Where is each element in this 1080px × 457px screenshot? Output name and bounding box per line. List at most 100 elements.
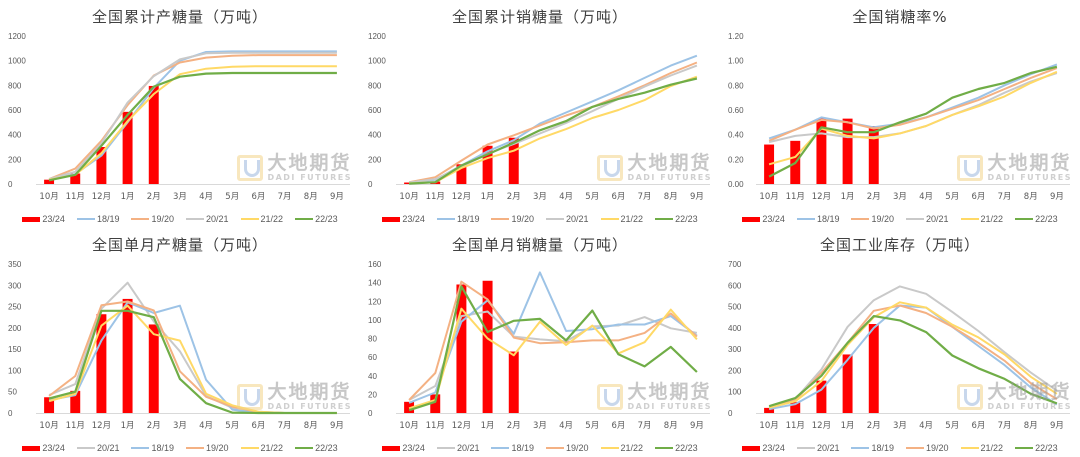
- legend-item: 22/23: [1015, 443, 1058, 453]
- x-tick-label: 2月: [507, 192, 521, 202]
- series-line-21-22: [48, 65, 337, 181]
- x-tick-label: 12月: [452, 421, 471, 431]
- legend-item: 20/21: [796, 443, 839, 453]
- legend-item: 21/22: [960, 443, 1004, 453]
- series-line-20-21: [768, 72, 1058, 144]
- y-tick-label: 1.00: [728, 57, 744, 66]
- chart-legend: 23/24 18/19 19/20 20/21 21/22 22/23: [720, 214, 1080, 224]
- bar: [70, 390, 81, 413]
- legend-swatch: [436, 447, 455, 449]
- legend-item: 22/23: [295, 443, 338, 453]
- legend-label: 21/22: [260, 214, 284, 224]
- chart-title: 全国工业库存（万吨）: [819, 236, 980, 254]
- legend-label: 21/22: [620, 214, 644, 224]
- x-tick-label: 1月: [121, 192, 135, 202]
- legend-item: 23/24: [382, 443, 425, 453]
- legend-label: 22/23: [315, 443, 338, 453]
- legend-item: 20/21: [546, 214, 589, 224]
- series-line-18-19: [768, 304, 1058, 411]
- y-tick-label: 200: [728, 366, 742, 375]
- x-tick-label: 9月: [690, 421, 704, 431]
- legend-swatch: [600, 447, 619, 449]
- chart-plot: 0 20 40 60 80 100 120 140 160 10月 11月 12月 1月 2月 3月 4月 5月…: [368, 260, 710, 431]
- legend-swatch: [906, 218, 924, 220]
- legend-item: 22/23: [655, 443, 698, 453]
- x-tick-label: 10月: [399, 421, 418, 431]
- y-tick-label: 1000: [368, 57, 386, 66]
- x-tick-label: 2月: [147, 421, 161, 431]
- y-tick-label: 120: [368, 297, 382, 306]
- x-tick-label: 3月: [173, 421, 187, 431]
- legend-item: 22/23: [655, 214, 698, 224]
- y-tick-label: 0.00: [728, 180, 744, 189]
- legend-swatch: [131, 447, 150, 449]
- x-tick-label: 1月: [841, 421, 855, 431]
- x-tick-label: 11月: [786, 421, 805, 431]
- legend-swatch: [796, 447, 815, 449]
- x-tick-label: 11月: [786, 192, 805, 202]
- x-tick-label: 6月: [971, 192, 985, 202]
- chart-legend: 23/24 20/21 18/19 19/20 21/22 22/23: [360, 443, 720, 453]
- legend-swatch: [76, 447, 95, 449]
- y-tick-label: 140: [368, 279, 382, 288]
- legend-label: 18/19: [456, 214, 480, 224]
- y-tick-label: 160: [368, 260, 382, 269]
- legend-label: 23/24: [762, 214, 785, 224]
- y-tick-label: 50: [8, 388, 17, 397]
- series-line-19-20: [408, 280, 698, 401]
- legend-item: 23/24: [742, 443, 785, 453]
- series-line-22-23: [768, 65, 1058, 178]
- chart-plot: 0.00 0.20 0.40 0.60 0.80 1.00 1.20 10月 11月 12月 1月 2…: [728, 32, 1070, 202]
- legend-label: 18/19: [871, 443, 894, 453]
- legend-label: 23/24: [42, 214, 65, 224]
- x-tick-label: 9月: [690, 192, 704, 202]
- legend-item: 21/22: [960, 214, 1003, 224]
- chart-legend: 23/24 18/19 19/20 20/21 21/22 22/23: [360, 214, 720, 224]
- legend-swatch: [22, 216, 41, 222]
- legend-swatch: [131, 218, 150, 220]
- bar: [764, 144, 775, 184]
- legend-swatch: [851, 447, 870, 449]
- bar: [842, 354, 853, 413]
- series-line-19-20: [408, 61, 698, 184]
- legend-swatch: [546, 447, 564, 449]
- x-tick-label: 5月: [945, 421, 959, 431]
- legend-swatch: [491, 447, 510, 449]
- chart-plot: 0 100 200 300 400 500 600 700 10月 11月 12月 1月 2月 3月 4月 5…: [728, 260, 1070, 431]
- y-tick-label: 0.80: [728, 81, 744, 90]
- bar: [482, 145, 493, 184]
- x-tick-label: 5月: [225, 192, 239, 202]
- bar: [122, 111, 133, 184]
- x-tick-label: 11月: [426, 421, 445, 431]
- legend-swatch: [906, 447, 924, 449]
- y-tick-label: 400: [8, 131, 22, 140]
- y-tick-label: 600: [368, 106, 382, 115]
- x-tick-label: 3月: [893, 421, 907, 431]
- legend-label: 21/22: [620, 443, 644, 453]
- series-line-20-21: [408, 64, 698, 184]
- bar: [148, 85, 159, 184]
- legend-label: 18/19: [151, 443, 174, 453]
- legend-swatch: [1015, 447, 1034, 449]
- y-tick-label: 0: [8, 409, 13, 418]
- legend-label: 21/22: [980, 443, 1004, 453]
- y-tick-label: 300: [728, 345, 742, 354]
- x-tick-label: 4月: [199, 192, 213, 202]
- y-tick-label: 1000: [8, 57, 26, 66]
- legend-item: 20/21: [76, 443, 119, 453]
- legend-swatch: [851, 218, 870, 220]
- legend-label: 22/23: [1035, 443, 1058, 453]
- series-line-19-20: [48, 54, 337, 181]
- chart-title: 全国单月销糖量（万吨）: [451, 236, 628, 254]
- bar: [44, 179, 55, 184]
- x-tick-label: 2月: [867, 421, 881, 431]
- x-tick-label: 4月: [559, 421, 573, 431]
- x-tick-label: 6月: [611, 192, 625, 202]
- legend-item: 21/22: [240, 443, 283, 453]
- y-tick-label: 700: [728, 260, 742, 269]
- legend-item: 20/21: [906, 214, 949, 224]
- x-tick-label: 2月: [147, 192, 161, 202]
- x-tick-label: 1月: [121, 421, 135, 431]
- bar: [868, 324, 879, 413]
- y-tick-label: 600: [8, 106, 22, 115]
